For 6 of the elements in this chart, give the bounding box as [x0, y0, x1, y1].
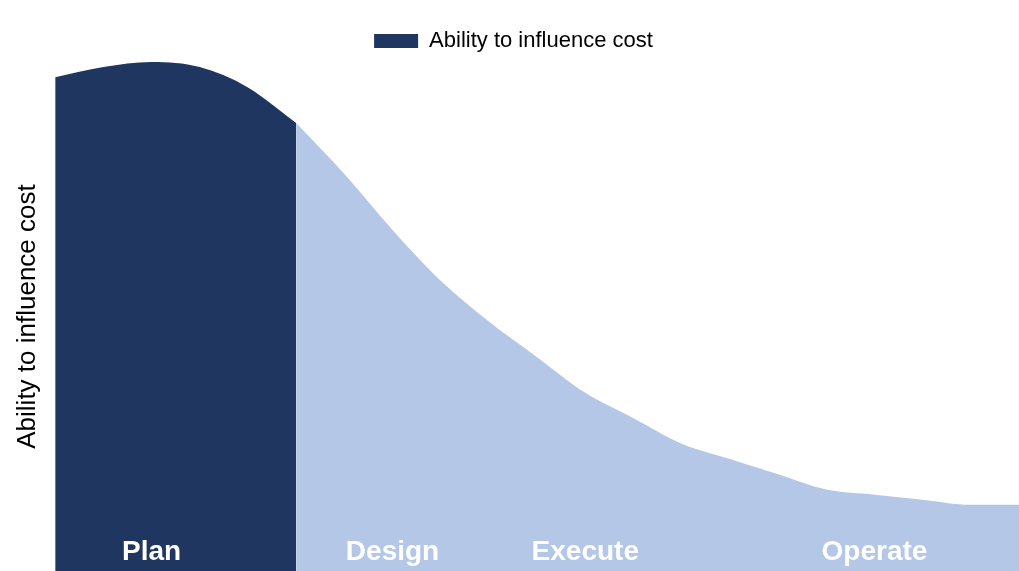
x-tick-label: Design: [345, 534, 440, 566]
x-tick-label: Execute: [531, 534, 639, 566]
legend-label: Ability to influence cost: [429, 27, 653, 53]
y-axis-title: Ability to influence cost: [10, 183, 41, 449]
x-tick-label: Operate: [821, 534, 928, 566]
x-tick-label: Plan: [122, 534, 182, 566]
